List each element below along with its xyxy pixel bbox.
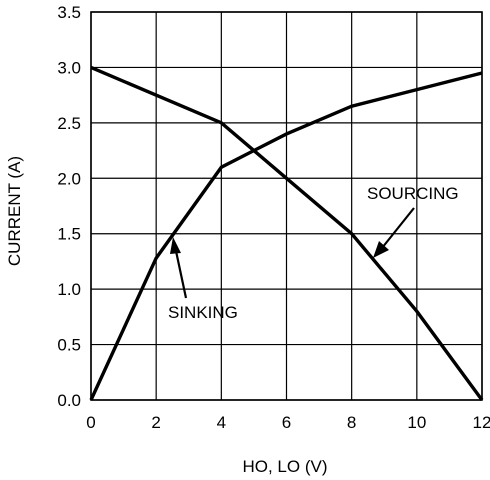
x-tick-label: 2	[151, 413, 160, 432]
x-tick-label: 12	[473, 413, 490, 432]
sourcing-series-line	[90, 65, 484, 402]
sourcing-arrow	[373, 207, 415, 258]
plot-frame	[90, 11, 483, 401]
y-tick-label: 1.5	[57, 225, 81, 244]
sourcing-annotation: SOURCING	[367, 184, 459, 203]
x-tick-label: 4	[217, 413, 226, 432]
grid	[90, 11, 483, 401]
x-tick-labels: 0 2 4 6 8 10 12	[86, 413, 490, 432]
y-tick-label: 3.0	[57, 58, 81, 77]
series-lines	[89, 65, 484, 402]
y-tick-label: 0.0	[57, 391, 81, 410]
y-axis-label: CURRENT (A)	[5, 156, 24, 266]
y-tick-label: 0.5	[57, 336, 81, 355]
sinking-series-line	[89, 71, 483, 401]
y-tick-label: 2.0	[57, 169, 81, 188]
y-tick-label: 1.0	[57, 280, 81, 299]
x-tick-label: 6	[282, 413, 291, 432]
x-tick-label: 0	[86, 413, 95, 432]
x-axis-label: HO, LO (V)	[242, 457, 327, 476]
sinking-arrow	[170, 237, 188, 299]
y-tick-label: 2.5	[57, 114, 81, 133]
sinking-annotation: SINKING	[168, 303, 238, 322]
y-tick-labels: 0.0 0.5 1.0 1.5 2.0 2.5 3.0 3.5	[57, 3, 81, 410]
x-tick-label: 8	[347, 413, 356, 432]
x-tick-label: 10	[407, 413, 426, 432]
y-tick-label: 3.5	[57, 3, 81, 22]
